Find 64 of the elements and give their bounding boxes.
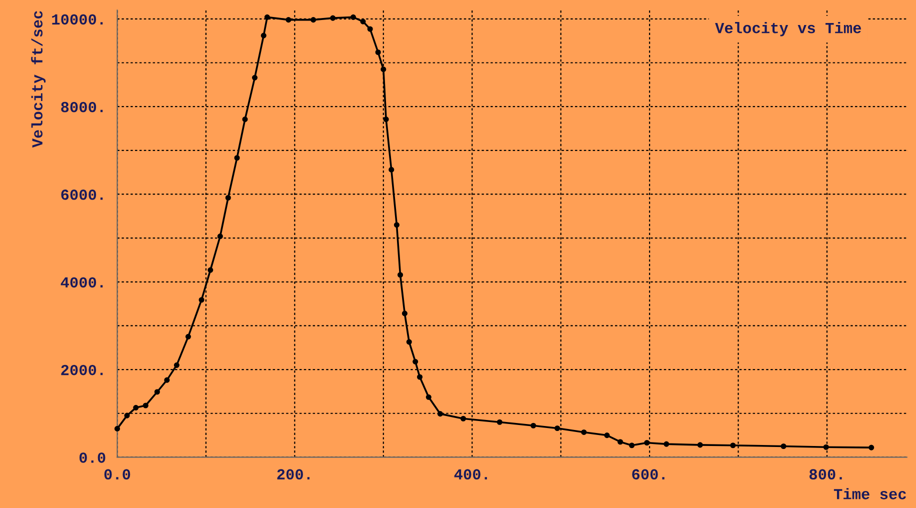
point	[388, 166, 394, 172]
point	[406, 339, 412, 345]
point	[868, 444, 874, 450]
point	[823, 444, 829, 450]
x-axis-title: Time sec	[834, 488, 906, 500]
point	[252, 74, 258, 80]
point	[367, 26, 373, 32]
point	[264, 14, 270, 20]
point	[286, 17, 292, 23]
point	[164, 377, 170, 383]
point	[133, 404, 139, 410]
y-tick-label: 2000.	[61, 364, 103, 376]
y-tick-label: 4000.	[60, 277, 103, 288]
y-tick-label: 10000.	[52, 14, 103, 25]
point	[330, 15, 336, 21]
point	[174, 362, 180, 368]
point	[154, 389, 160, 395]
y-tick-label: 8000.	[61, 102, 103, 112]
point	[225, 194, 231, 201]
point	[234, 155, 240, 161]
point	[114, 426, 120, 432]
point	[394, 222, 400, 228]
point	[360, 18, 366, 24]
x-tick-label: 600.	[632, 469, 664, 480]
point	[142, 402, 148, 408]
point	[664, 441, 670, 447]
point	[426, 394, 432, 400]
point	[397, 272, 404, 278]
point	[402, 310, 408, 316]
point	[629, 442, 635, 448]
point	[198, 297, 204, 303]
point	[217, 234, 223, 240]
point	[350, 14, 356, 20]
x-tick-label: 0.0	[104, 469, 130, 480]
x-tick-label: 800.	[809, 469, 842, 480]
point	[554, 425, 560, 432]
point	[644, 440, 650, 446]
point	[730, 442, 736, 448]
point	[581, 429, 587, 435]
point	[437, 411, 443, 417]
point	[124, 412, 130, 418]
point	[530, 422, 536, 428]
point	[375, 49, 381, 56]
y-axis-title: Velocity ft/sec	[31, 11, 46, 148]
point	[242, 116, 248, 122]
point	[185, 334, 191, 340]
point	[604, 432, 610, 438]
point	[380, 66, 386, 72]
point	[208, 267, 214, 273]
x-tick-label: 400.	[454, 469, 487, 480]
point	[697, 442, 703, 448]
point	[496, 419, 502, 425]
point	[417, 374, 423, 380]
x-tick-label: 200.	[277, 469, 310, 480]
point	[618, 439, 624, 445]
y-tick-label: 6000.	[61, 190, 103, 200]
point	[780, 443, 786, 450]
text: Velocity vs Time	[715, 22, 861, 36]
point	[460, 416, 466, 422]
point	[310, 17, 316, 23]
point	[260, 32, 266, 38]
y-tick-label: 0.0	[80, 452, 106, 463]
point	[412, 358, 418, 364]
point	[383, 116, 389, 122]
